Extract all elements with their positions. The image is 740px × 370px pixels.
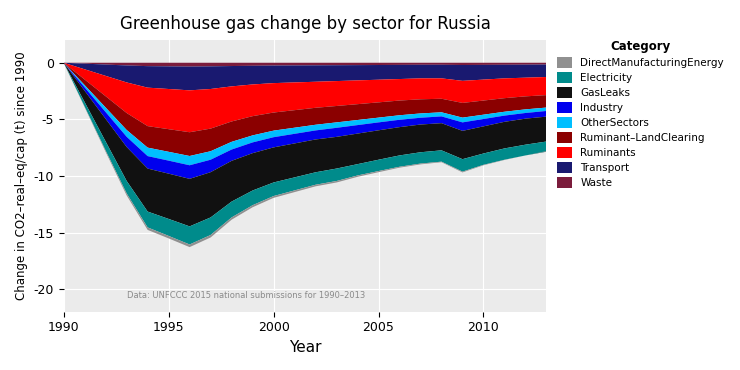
Text: Data: UNFCCC 2015 national submissions for 1990–2013: Data: UNFCCC 2015 national submissions f… [127, 291, 365, 300]
Title: Greenhouse gas change by sector for Russia: Greenhouse gas change by sector for Russ… [120, 15, 491, 33]
Legend: DirectManufacturingEnergy, Electricity, GasLeaks, Industry, OtherSectors, Rumina: DirectManufacturingEnergy, Electricity, … [556, 40, 724, 188]
Y-axis label: Change in CO2–real–eq/cap (t) since 1990: Change in CO2–real–eq/cap (t) since 1990 [15, 51, 28, 300]
X-axis label: Year: Year [289, 340, 321, 355]
